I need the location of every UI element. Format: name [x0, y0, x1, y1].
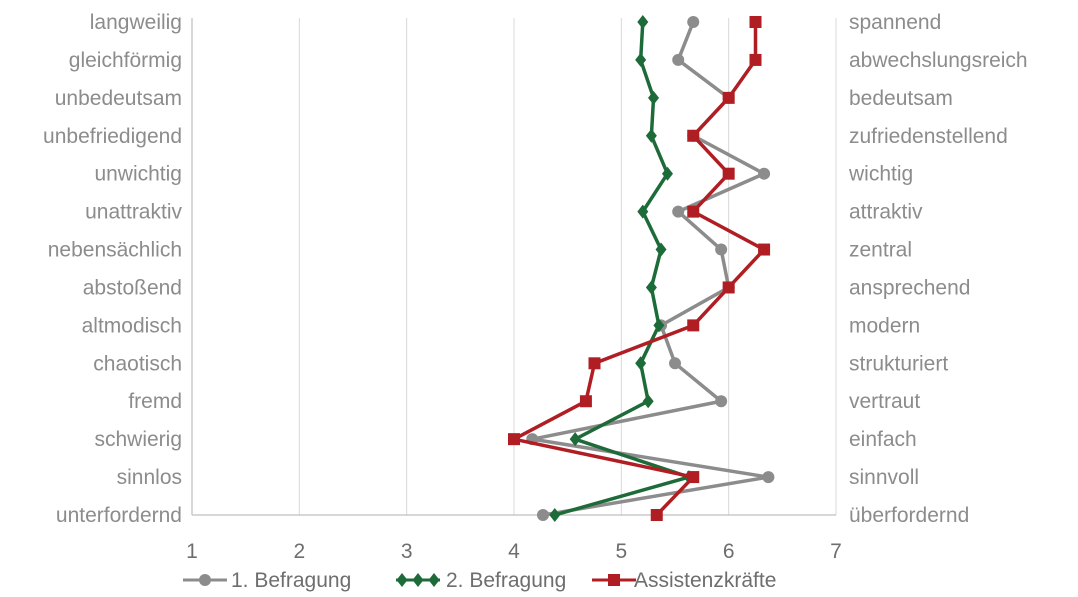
right-label: wichtig	[848, 163, 913, 186]
x-tick-label: 3	[401, 540, 413, 563]
row-labels: langweilig gleichförmig unbedeutsam unbefri…	[43, 11, 1028, 527]
data-point	[650, 509, 663, 521]
right-label: modern	[849, 314, 920, 337]
x-tick-label: 2	[293, 540, 305, 563]
x-tick-label: 4	[508, 540, 520, 563]
x-tick-label: 7	[830, 540, 842, 563]
data-point	[687, 16, 700, 28]
data-point	[655, 242, 667, 257]
left-label: abstoßend	[83, 276, 182, 299]
data-point	[536, 509, 549, 521]
data-point	[588, 357, 601, 370]
left-label: unbedeutsam	[55, 87, 182, 110]
right-label: abwechslungsreich	[849, 49, 1028, 72]
data-point	[645, 280, 657, 295]
data-point	[661, 166, 673, 181]
right-label: überfordernd	[849, 504, 969, 527]
right-label: zentral	[849, 239, 912, 262]
data-point	[653, 318, 665, 333]
x-tick-label: 5	[615, 540, 627, 563]
data-point	[635, 52, 647, 67]
data-point	[749, 53, 762, 66]
left-label: altmodisch	[82, 314, 182, 337]
right-label: ansprechend	[849, 276, 970, 299]
right-label: zufriedenstellend	[849, 125, 1008, 148]
legend-marker	[428, 573, 440, 587]
data-point	[687, 129, 700, 142]
data-point	[722, 91, 735, 104]
data-point	[762, 471, 775, 484]
data-point	[758, 167, 771, 180]
left-label: langweilig	[90, 11, 182, 34]
series-3	[508, 16, 771, 521]
right-label: sinnvoll	[849, 466, 919, 489]
data-point	[637, 204, 649, 219]
data-point	[569, 432, 581, 447]
data-point	[642, 394, 654, 409]
data-point	[508, 433, 520, 446]
legend: 1. Befragung 2. Befragung Assistenzkräfte	[183, 569, 776, 592]
data-point	[715, 395, 728, 408]
series-2	[549, 15, 695, 522]
left-label: schwierig	[94, 428, 182, 451]
data-point	[758, 243, 771, 256]
legend-marker	[199, 574, 211, 586]
left-label: unattraktiv	[85, 201, 182, 224]
data-point	[637, 15, 649, 29]
data-point	[687, 205, 700, 218]
right-label: spannend	[849, 11, 941, 34]
axes: 1 2 3 4 5 6 7	[186, 18, 842, 563]
data-point	[715, 243, 728, 256]
legend-label: Assistenzkräfte	[634, 569, 776, 592]
data-point	[749, 16, 762, 28]
right-label: strukturiert	[849, 352, 948, 375]
series-line	[512, 22, 766, 517]
data-point	[722, 167, 735, 180]
data-point	[672, 205, 685, 218]
legend-marker	[396, 573, 408, 587]
grid	[298, 18, 837, 515]
left-label: nebensächlich	[48, 239, 182, 262]
left-label: sinnlos	[117, 466, 182, 489]
legend-label: 2. Befragung	[446, 569, 566, 592]
data-point	[645, 128, 657, 143]
data-point	[672, 53, 685, 66]
left-label: chaotisch	[93, 352, 182, 375]
left-label: gleichförmig	[69, 49, 182, 72]
right-label: einfach	[849, 428, 917, 451]
left-label: unwichtig	[94, 163, 182, 186]
legend-item: 2. Befragung	[396, 569, 566, 592]
legend-marker	[412, 573, 424, 587]
left-label: fremd	[128, 390, 182, 413]
data-point	[687, 319, 700, 332]
data-point	[648, 90, 660, 105]
legend-label: 1. Befragung	[231, 569, 351, 592]
data-point	[722, 281, 735, 294]
data-point	[579, 395, 592, 408]
x-tick-label: 6	[723, 540, 735, 563]
legend-marker	[608, 574, 620, 586]
data-point	[549, 508, 561, 522]
series	[508, 15, 775, 522]
data-point	[669, 357, 681, 370]
data-point	[635, 356, 647, 371]
legend-item: 1. Befragung	[183, 569, 351, 592]
right-label: attraktiv	[849, 201, 923, 224]
right-label: vertraut	[849, 390, 920, 413]
left-label: unbefriedigend	[43, 125, 182, 148]
legend-item: Assistenzkräfte	[592, 569, 776, 592]
data-point	[687, 471, 700, 484]
right-label: bedeutsam	[849, 87, 953, 110]
x-tick-label: 1	[186, 540, 198, 563]
left-label: unterfordernd	[56, 504, 182, 527]
